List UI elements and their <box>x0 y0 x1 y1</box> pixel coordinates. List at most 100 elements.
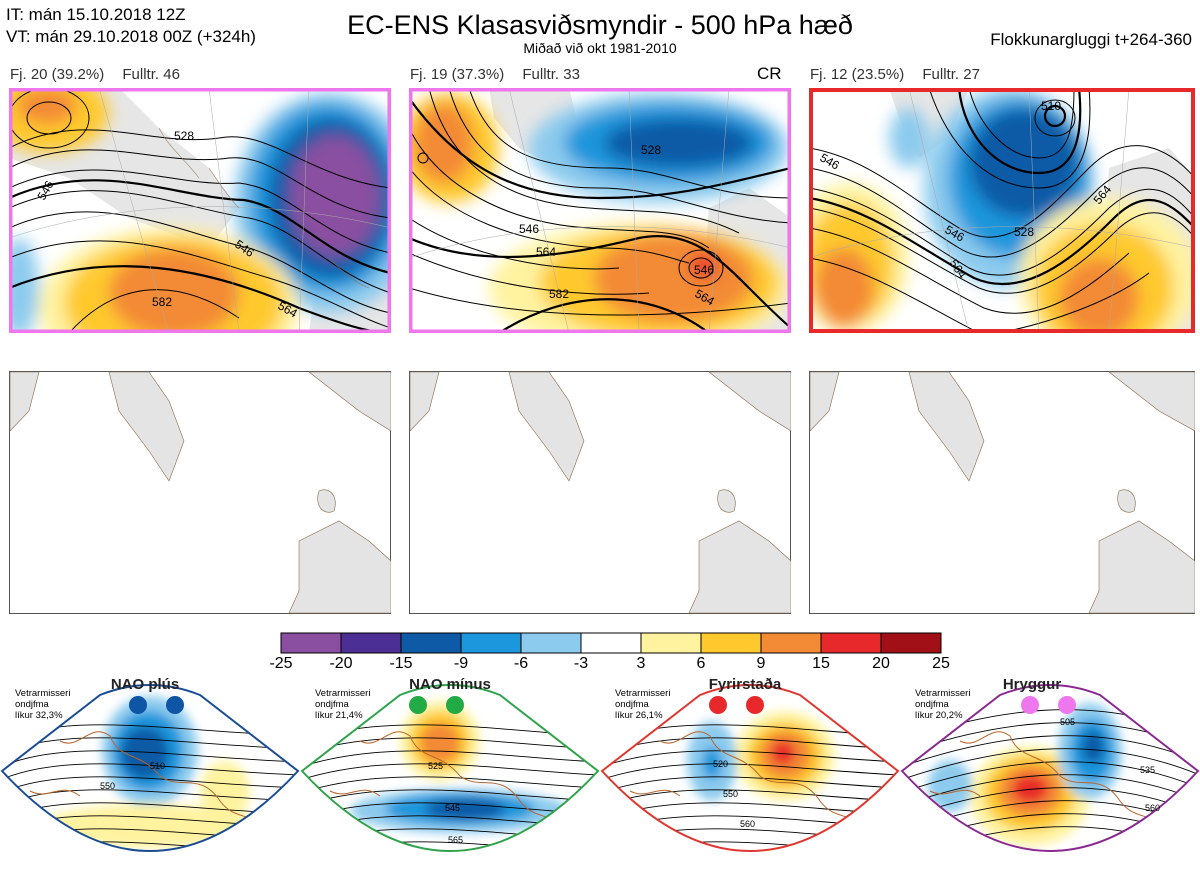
colorbar-tick-label: 3 <box>636 655 646 672</box>
regime-stat-line: Vetrarmisseri <box>315 688 371 699</box>
regime-stat-line: líkur 20,2% <box>915 710 963 721</box>
cluster-1-contour-label: 528 <box>174 129 194 143</box>
cluster-1-map: 528 546 546 564 582 <box>9 88 391 333</box>
regime-contour-label: 505 <box>1060 717 1075 727</box>
regime-contour-label: 550 <box>723 789 738 799</box>
regime-ridge-map: 505 535 560 <box>900 684 1200 852</box>
regime-frame <box>300 684 600 852</box>
regime-blocking-stats: Vetrarmisseri ondjfma líkur 26,1% <box>615 688 670 721</box>
regime-ridge-stats: Vetrarmisseri ondjfma líkur 20,2% <box>915 688 970 721</box>
colorbar-swatch <box>520 632 582 654</box>
regime-stat-line: líkur 21,4% <box>315 710 363 721</box>
cluster-2-caption: Fj. 19 (37.3%) Fulltr. 33 <box>410 66 594 83</box>
regime-stat-line: líkur 32,3% <box>15 710 63 721</box>
regime-stat-line: líkur 26,1% <box>615 710 663 721</box>
colorbar-swatch <box>340 632 402 654</box>
colorbar-tick-label: -3 <box>573 655 589 672</box>
cluster-2-contour-label: 528 <box>641 143 661 157</box>
colorbar-tick-label: 15 <box>812 655 830 672</box>
regime-nao-plus-name: NAO plús <box>110 676 180 693</box>
cluster-3-member: Fulltr. 27 <box>922 66 980 83</box>
regime-stat-line: Vetrarmisseri <box>915 688 971 699</box>
regime-contour-label: 535 <box>1140 765 1155 775</box>
cluster-2-contour-label: 582 <box>549 287 569 301</box>
regime-stat-line: ondjfma <box>615 699 649 710</box>
regime-frame <box>900 684 1200 852</box>
regime-stat-line: ondjfma <box>315 699 349 710</box>
base-map-3 <box>809 371 1195 614</box>
colorbar-swatch <box>700 632 762 654</box>
colorbar-tick-label: 25 <box>932 655 950 672</box>
colorbar <box>280 632 942 654</box>
colorbar-tick-label: -25 <box>269 655 293 672</box>
colorbar-tick-label: 9 <box>756 655 766 672</box>
regime-marker-dot <box>709 696 727 714</box>
regime-nao-plus-stats: Vetrarmisseri ondjfma líkur 32,3% <box>15 688 70 721</box>
colorbar-tick-label: -20 <box>329 655 353 672</box>
cluster-1-caption: Fj. 20 (39.2%) Fulltr. 46 <box>10 66 194 83</box>
valid-time: VT: mán 29.10.2018 00Z (+324h) <box>6 27 256 46</box>
regime-contour-label: 560 <box>1145 803 1160 813</box>
regime-marker-dot <box>129 696 147 714</box>
regime-stat-line: ondjfma <box>15 699 49 710</box>
colorbar-tick-label: 6 <box>696 655 706 672</box>
regime-marker-dot <box>1021 696 1039 714</box>
colorbar-swatch <box>460 632 522 654</box>
cluster-1-label: Fj. 20 (39.2%) <box>10 66 105 83</box>
cluster-2-badge: CR <box>757 64 782 83</box>
colorbar-swatch <box>880 632 942 654</box>
colorbar-tick-label: 20 <box>872 655 890 672</box>
cluster-3-contour-label: 528 <box>1014 225 1034 239</box>
run-info: IT: mán 15.10.2018 12Z VT: mán 29.10.201… <box>6 4 256 48</box>
cluster-1-frame <box>9 88 391 333</box>
colorbar-swatch <box>640 632 702 654</box>
initial-time: IT: mán 15.10.2018 12Z <box>6 5 186 24</box>
colorbar-swatch <box>280 632 342 654</box>
cluster-3-caption: Fj. 12 (23.5%) Fulltr. 27 <box>810 66 994 83</box>
regime-contour-label: 545 <box>445 803 460 813</box>
regime-marker-dot <box>166 696 184 714</box>
regime-nao-minus-stats: Vetrarmisseri ondjfma líkur 21,4% <box>315 688 370 721</box>
regime-marker-dot <box>446 696 464 714</box>
regime-contour-label: 565 <box>448 835 463 845</box>
regime-frame <box>0 684 300 852</box>
cluster-2-contour-label: 564 <box>536 245 556 259</box>
regime-nao-plus-map: 510 550 <box>0 684 300 852</box>
base-map-2 <box>409 371 791 614</box>
page-subtitle: Miðað við okt 1981-2010 <box>523 40 677 56</box>
regime-nao-minus-name: NAO mínus <box>409 676 491 693</box>
colorbar-swatch <box>820 632 882 654</box>
colorbar-swatch <box>760 632 822 654</box>
cluster-2-contour-label: 546 <box>519 222 539 236</box>
colorbar-tick-label: -9 <box>453 655 469 672</box>
regime-contour-label: 525 <box>428 761 443 771</box>
regime-marker-dot <box>1058 696 1076 714</box>
cluster-1-member: Fulltr. 46 <box>122 66 180 83</box>
classification-window: Flokkunargluggi t+264-360 <box>990 30 1192 49</box>
page-title: EC-ENS Klasasviðsmyndir - 500 hPa hæð <box>347 10 853 40</box>
cluster-2-member: Fulltr. 33 <box>522 66 580 83</box>
cluster-2-map: 528 546 564 546 582 564 <box>409 88 791 333</box>
cluster-3-label: Fj. 12 (23.5%) <box>810 66 905 83</box>
regime-contour-label: 560 <box>740 819 755 829</box>
cluster-2-frame <box>409 88 791 333</box>
regime-nao-minus-map: 525 545 565 <box>300 684 600 852</box>
regime-blocking-name: Fyrirstaða <box>708 676 782 693</box>
regime-ridge-name: Hryggur <box>1002 676 1062 693</box>
regime-marker-dot <box>409 696 427 714</box>
regime-stat-line: ondjfma <box>915 699 949 710</box>
cluster-1-contour-label: 582 <box>152 295 172 309</box>
colorbar-tick-label: -6 <box>513 655 529 672</box>
regime-contour-label: 510 <box>150 761 165 771</box>
cluster-2-label: Fj. 19 (37.3%) <box>410 66 505 83</box>
regime-contour-label: 550 <box>100 781 115 791</box>
regime-stat-line: Vetrarmisseri <box>15 688 71 699</box>
regime-marker-dot <box>746 696 764 714</box>
colorbar-tick-label: -15 <box>389 655 413 672</box>
regime-contour-label: 520 <box>713 759 728 769</box>
cluster-3-map: 510 546 528 546 564 564 <box>809 88 1195 333</box>
regime-blocking-map: 520 550 560 <box>600 684 900 852</box>
cluster-2-contour-label: 546 <box>694 263 714 277</box>
regime-frame <box>600 684 900 852</box>
colorbar-swatch <box>400 632 462 654</box>
